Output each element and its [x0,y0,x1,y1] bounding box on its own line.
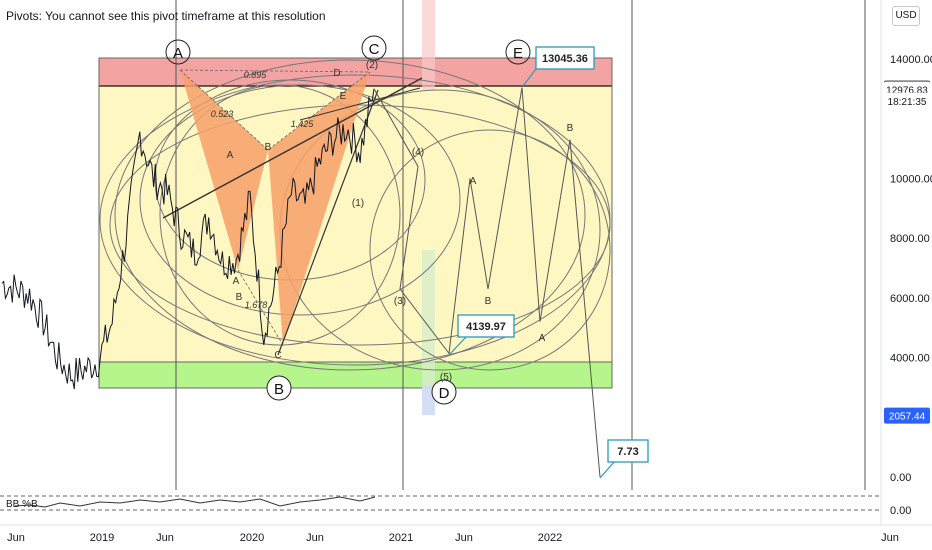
pivot-d[interactable]: D [431,379,457,405]
time-label-jun-2019: Jun [156,532,174,544]
support-zone [98,361,613,389]
wave-label-d: D [333,68,340,79]
price-badge-2: 18:21:35 [884,92,930,109]
callout-13045[interactable]: 13045.36 [522,46,595,87]
harmonic-xd-line [179,69,371,73]
price-tick-4: 4000.00 [890,353,930,365]
trendline-3 [299,87,421,121]
projection-path [373,87,601,477]
callout-773-text: 7.73 [617,446,638,458]
callout-4139-text: 4139.97 [466,321,506,333]
fib-label-1425: 1.425 [291,119,315,129]
price-tick-2: 8000.00 [890,233,930,245]
time-highlight-red [422,0,435,90]
indicator-value: 0.00 [890,505,911,517]
wave-label-b3: B [567,123,574,134]
time-label-jun-2018: Jun [7,532,25,544]
wave-label-b4: B [265,142,272,153]
wave-label-c: C [274,350,281,361]
svg-text:18:21:35: 18:21:35 [888,97,927,108]
indicator-name: BB %B [6,499,38,510]
pivot-c[interactable]: C [361,35,387,61]
price-tick-0: 14000.00 [890,54,932,66]
indicator-pane[interactable]: BB %B 0.00 [0,495,911,517]
trendline-2 [277,89,379,356]
time-label-2021: 2021 [389,532,413,544]
wave-label-2: (2) [366,60,378,71]
svg-text:2057.44: 2057.44 [889,412,926,423]
harmonic-dashed-lines-2 [237,269,284,346]
currency-selector[interactable]: USD [892,6,920,26]
ellipse-8 [369,129,611,371]
time-axis[interactable]: Jun 2019 Jun 2020 Jun 2021 Jun 2022 Jun [0,524,932,544]
pivot-a-label: A [173,45,183,62]
price-tick-1: 10000.00 [890,173,932,185]
time-label-jun-2021: Jun [455,532,473,544]
time-label-2019: 2019 [90,532,114,544]
wave-label-a3: A [539,333,546,344]
wave-label-b2: B [485,296,492,307]
price-axis[interactable]: 14000.00 10000.00 8000.00 6000.00 4000.00 0.0… [880,0,932,525]
price-series-line [1,88,375,390]
fib-label-0895: 0.895 [244,70,268,80]
pivot-d-label: D [439,385,450,402]
pivot-c-label: C [369,41,380,58]
callout-13045-text: 13045.36 [542,53,588,65]
callout-773[interactable]: 7.73 [599,439,649,479]
time-label-2020: 2020 [240,532,264,544]
ellipse-2 [109,104,611,346]
pivot-notice: Pivots: You cannot see this pivot timefr… [6,9,326,23]
price-badge-3: 2057.44 [884,407,930,424]
fib-label-0523: 0.523 [211,109,234,119]
wave-label-4: (4) [412,147,424,158]
wave-label-3: (3) [394,296,406,307]
wave-label-e: E [340,91,347,102]
wave-label-1: (1) [352,198,364,209]
wave-label-a4: A [233,276,240,287]
indicator-line [14,496,376,508]
wave-label-a1: A [227,150,234,161]
pivot-e[interactable]: E [505,39,531,65]
callout-4139[interactable]: 4139.97 [448,314,515,356]
pivot-a[interactable]: A [165,39,191,65]
harmonic-triangle-left [180,70,268,270]
price-tick-5: 0.00 [890,472,911,484]
trendline-1 [162,77,423,219]
ellipse-4 [139,84,461,316]
time-label-2022: 2022 [538,532,562,544]
price-tick-3: 6000.00 [890,293,930,305]
wave-label-b1: B [236,292,243,303]
wave-label-5: (5) [440,372,452,383]
pivot-b-label: B [274,381,284,398]
wave-label-a2: A [470,176,477,187]
svg-text:12976.83: 12976.83 [886,86,928,97]
pivot-b[interactable]: B [266,375,292,401]
ellipse-3 [114,59,586,371]
pivot-e-label: E [513,45,523,62]
fib-label-1678: 1.678 [245,300,268,310]
price-axis-ticks: 14000.00 10000.00 8000.00 6000.00 4000.00 0.0… [890,54,932,484]
time-label-jun-2022: Jun [881,532,899,544]
ellipse-5 [159,84,401,346]
time-label-jun-2020: Jun [306,532,324,544]
